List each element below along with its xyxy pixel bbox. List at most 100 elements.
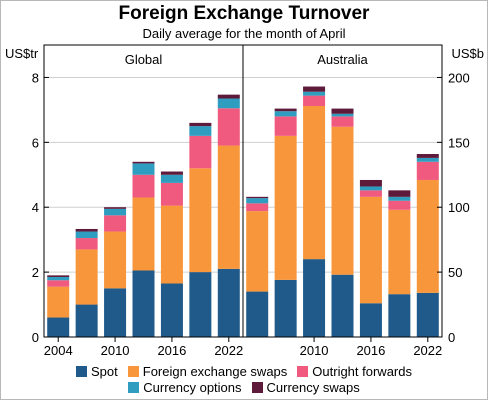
bar-global-2016-foreign-exchange-swaps (160, 205, 183, 284)
bar-global-2010-outright-forwards (104, 215, 127, 232)
x-tick-label-global-2022: 2022 (214, 343, 243, 358)
x-tick-label-global-2004: 2004 (44, 343, 73, 358)
bar-australia-2004-currency-options (246, 198, 269, 204)
bar-australia-2019-spot (388, 294, 411, 337)
chart-subtitle: Daily average for the month of April (142, 26, 346, 41)
legend-swatch-spot (76, 365, 87, 377)
bar-australia-2019-outright-forwards (388, 200, 411, 210)
y-tick-label-left-0: 0 (32, 330, 39, 345)
bar-global-2019-currency-swaps (189, 122, 212, 127)
bar-australia-2010-currency-options (303, 91, 326, 96)
bar-australia-2004-foreign-exchange-swaps (246, 211, 269, 292)
bar-australia-2007-foreign-exchange-swaps (274, 135, 297, 280)
bar-australia-2004-spot (246, 291, 269, 337)
chart-legend: Spot Foreign exchange swaps Outright for… (1, 363, 487, 395)
bar-global-2016-spot (160, 283, 183, 337)
bar-global-2004-outright-forwards (47, 280, 70, 287)
bar-global-2004-currency-swaps (47, 275, 70, 277)
legend-swatch-outright-forwards (297, 365, 309, 377)
bar-global-2022-foreign-exchange-swaps (217, 145, 240, 269)
bar-global-2010-currency-options (104, 208, 127, 216)
bar-australia-2016-foreign-exchange-swaps (359, 196, 382, 304)
bar-australia-2004-outright-forwards (246, 203, 269, 212)
y-unit-right: US$b (451, 46, 484, 61)
bar-global-2007-foreign-exchange-swaps (75, 249, 98, 305)
bar-global-2013-currency-swaps (132, 161, 155, 164)
x-tick-label-australia-2016: 2016 (356, 343, 385, 358)
bar-australia-2010-currency-swaps (303, 86, 326, 92)
bar-global-2019-spot (189, 272, 212, 337)
bar-australia-2013-currency-options (331, 113, 354, 117)
bar-australia-2022-spot (416, 292, 439, 337)
bar-global-2022-spot (217, 268, 240, 337)
legend-row-2: Currency options Currency swaps (1, 379, 487, 395)
bar-global-2010-currency-swaps (104, 207, 127, 209)
x-tick-label-australia-2022: 2022 (413, 343, 442, 358)
bar-global-2019-foreign-exchange-swaps (189, 168, 212, 273)
y-tick-label-left-4: 4 (32, 200, 39, 215)
bar-australia-2022-currency-options (416, 157, 439, 162)
legend-item-outright-forwards: Outright forwards (297, 364, 412, 379)
bar-global-2013-foreign-exchange-swaps (132, 197, 155, 271)
bar-australia-2013-foreign-exchange-swaps (331, 126, 354, 275)
y-unit-left: US$tr (5, 46, 39, 61)
bar-global-2007-currency-swaps (75, 228, 98, 232)
legend-swatch-currency-options (128, 381, 140, 393)
bar-australia-2016-currency-options (359, 186, 382, 191)
legend-item-currency-options: Currency options (128, 379, 242, 395)
bar-global-2013-spot (132, 270, 155, 337)
bar-australia-2010-foreign-exchange-swaps (303, 106, 326, 260)
y-tick-label-left-2: 2 (32, 265, 39, 280)
y-tick-label-left-6: 6 (32, 135, 39, 150)
legend-item-currency-swaps: Currency swaps (251, 379, 360, 395)
bar-global-2004-foreign-exchange-swaps (47, 286, 70, 318)
bar-global-2007-currency-options (75, 231, 98, 239)
y-tick-label-left-8: 8 (32, 70, 39, 85)
bar-australia-2022-outright-forwards (416, 161, 439, 180)
panel-title-australia: Australia (317, 52, 368, 67)
bar-australia-2019-foreign-exchange-swaps (388, 209, 411, 295)
bar-australia-2007-currency-options (274, 111, 297, 117)
bar-australia-2016-spot (359, 303, 382, 337)
bar-global-2010-spot (104, 288, 127, 337)
bar-global-2004-currency-options (47, 276, 70, 281)
y-tick-label-right-50: 50 (448, 265, 462, 280)
bar-australia-2007-spot (274, 279, 297, 337)
y-tick-label-right-100: 100 (448, 200, 470, 215)
legend-swatch-currency-swaps (251, 381, 263, 393)
y-tick-label-right-150: 150 (448, 135, 470, 150)
bar-global-2019-currency-options (189, 126, 212, 136)
legend-label-fx-swaps: Foreign exchange swaps (142, 363, 288, 379)
bar-global-2007-spot (75, 304, 98, 337)
bar-global-2010-foreign-exchange-swaps (104, 231, 127, 289)
x-tick-label-global-2016: 2016 (157, 343, 186, 358)
bar-australia-2007-currency-swaps (274, 108, 297, 112)
bar-global-2022-outright-forwards (217, 108, 240, 146)
y-tick-label-right-0: 0 (448, 330, 455, 345)
bar-global-2016-currency-swaps (160, 171, 183, 175)
bar-global-2016-outright-forwards (160, 182, 183, 206)
bar-global-2013-currency-options (132, 163, 155, 175)
bar-global-2004-spot (47, 317, 70, 337)
y-tick-label-right-200: 200 (448, 70, 470, 85)
bar-australia-2007-outright-forwards (274, 116, 297, 136)
bar-global-2013-outright-forwards (132, 174, 155, 198)
x-tick-label-australia-2010: 2010 (300, 343, 329, 358)
bar-australia-2016-outright-forwards (359, 190, 382, 197)
legend-label-spot: Spot (91, 363, 118, 379)
x-tick-label-global-2010: 2010 (101, 343, 130, 358)
bar-global-2019-outright-forwards (189, 135, 212, 169)
bar-australia-2013-currency-swaps (331, 108, 354, 114)
legend-item-fx-swaps: Foreign exchange swaps (127, 363, 288, 379)
bar-australia-2016-currency-swaps (359, 179, 382, 187)
legend-label-currency-options: Currency options (143, 379, 242, 395)
bar-global-2007-outright-forwards (75, 238, 98, 250)
bar-australia-2022-currency-swaps (416, 154, 439, 158)
legend-label-currency-swaps: Currency swaps (266, 379, 360, 395)
legend-label-outright-forwards: Outright forwards (312, 363, 412, 379)
chart-plot: 2004 2010 2016 2022 Global 0 2 4 6 8 US$tr 2010 2016… (5, 44, 484, 358)
panel-title-global: Global (125, 52, 163, 67)
bar-australia-2019-currency-options (388, 196, 411, 201)
bar-global-2016-currency-options (160, 174, 183, 183)
